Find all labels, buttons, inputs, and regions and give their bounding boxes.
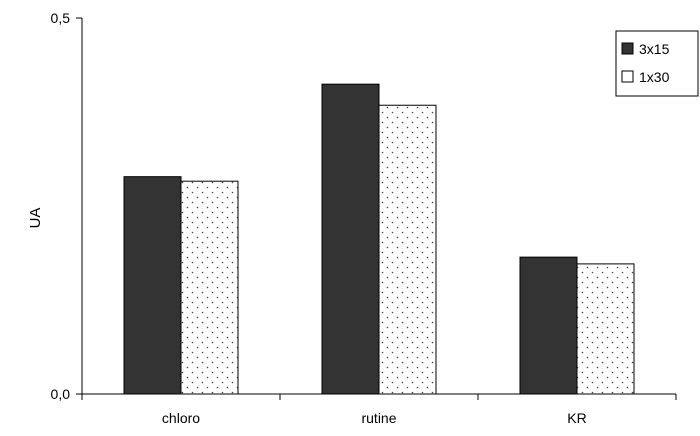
legend-swatch-1x30: [621, 70, 634, 83]
legend-label-1x30: 1x30: [639, 69, 670, 85]
y-tick-label: 0,0: [51, 386, 71, 402]
bar-3x15-rutine: [321, 83, 380, 395]
legend-frame: [615, 30, 699, 97]
bar-3x15-KR: [519, 256, 578, 395]
bar-1x30-rutine: [378, 104, 437, 395]
x-tick-label: chloro: [162, 410, 200, 426]
legend-swatch-3x15: [621, 42, 634, 55]
bar-1x30-KR: [576, 263, 635, 395]
bar-1x30-chloro: [180, 180, 239, 395]
x-tick-label: rutine: [361, 410, 396, 426]
y-tick-label: 0,5: [51, 10, 71, 26]
y-axis-label: UA: [27, 208, 44, 229]
bar-3x15-chloro: [123, 176, 182, 395]
x-tick-label: KR: [567, 410, 586, 426]
legend-label-3x15: 3x15: [639, 41, 670, 57]
legend: 3x15 1x30: [615, 30, 699, 97]
